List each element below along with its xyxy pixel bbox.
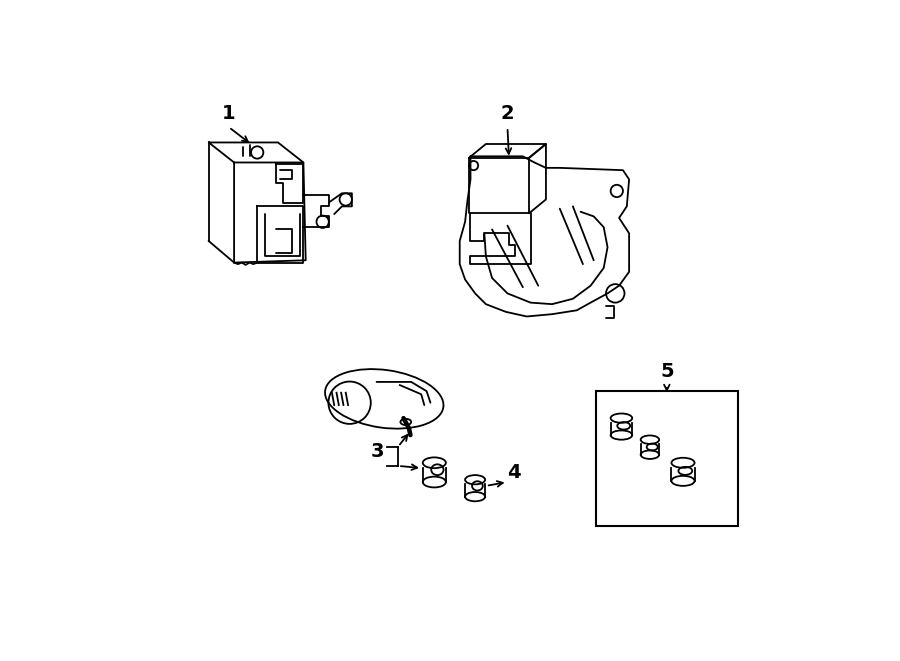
Text: 3: 3 <box>371 442 384 461</box>
Text: 2: 2 <box>500 104 514 124</box>
Bar <box>596 391 738 526</box>
Text: 1: 1 <box>222 104 236 124</box>
Text: 5: 5 <box>660 362 674 381</box>
Text: 4: 4 <box>508 463 521 482</box>
